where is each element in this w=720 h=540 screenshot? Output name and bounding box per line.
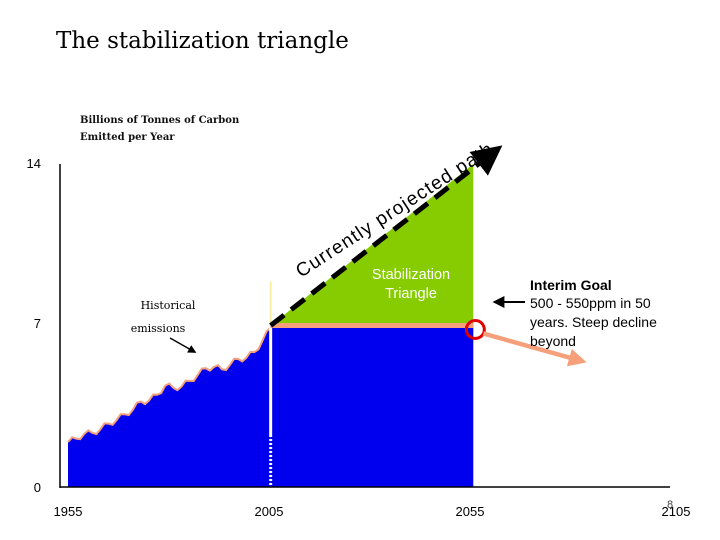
historical-label-arrow <box>169 337 197 353</box>
flat-path-area <box>270 325 474 487</box>
interim-goal-title: Interim Goal <box>530 277 612 293</box>
triangle-label-line2: Triangle <box>385 286 437 302</box>
interim-goal-text-line2: years. Steep decline <box>530 314 657 330</box>
interim-goal-circle <box>464 319 486 340</box>
interim-goal-arrow <box>482 331 587 367</box>
page-number: 8 <box>667 499 673 511</box>
historical-emissions-outline <box>67 327 272 443</box>
x-tick-label: 2005 <box>255 504 284 519</box>
interim-goal-text-line3: beyond <box>530 333 576 349</box>
projected-path-line <box>269 145 503 328</box>
historical-label-line1: Historical <box>141 299 196 312</box>
interim-goal-text-line1: 500 - 550ppm in 50 <box>530 295 651 311</box>
y-axis-label-line2: Emitted per Year <box>80 132 175 143</box>
y-axis-label-line1: Billions of Tonnes of Carbon <box>80 115 240 126</box>
y-tick-label: 7 <box>34 316 41 331</box>
slide-title: The stabilization triangle <box>56 28 349 54</box>
historical-label-line2: emissions <box>131 322 186 335</box>
y-tick-label: 14 <box>27 156 41 171</box>
y-tick-label: 0 <box>34 480 41 495</box>
triangle-label-line1: Stabilization <box>372 267 450 283</box>
x-tick-label: 1955 <box>54 504 83 519</box>
historical-emissions-area <box>68 327 271 487</box>
x-tick-label: 2105 <box>662 504 691 519</box>
x-tick-label: 2055 <box>456 504 485 519</box>
